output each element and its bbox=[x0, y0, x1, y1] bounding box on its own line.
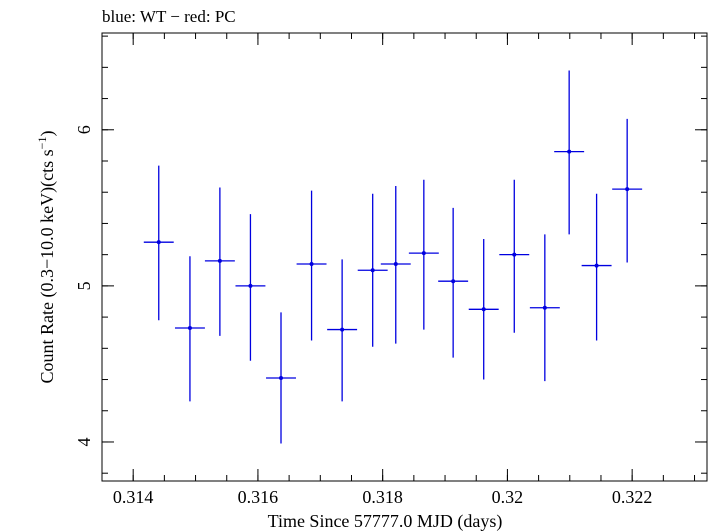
plot-frame bbox=[101, 32, 708, 482]
x-tick-label: 0.314 bbox=[113, 487, 154, 507]
data-point bbox=[370, 268, 375, 273]
data-point bbox=[451, 279, 456, 284]
data-point bbox=[625, 187, 630, 192]
x-tick-label: 0.32 bbox=[492, 487, 524, 507]
data-point bbox=[594, 263, 599, 268]
y-tick-label: 5 bbox=[74, 281, 94, 290]
y-axis-label: Count Rate (0.3−10.0 keV)(cts s−1) bbox=[35, 131, 58, 384]
data-point bbox=[567, 149, 572, 154]
data-point bbox=[340, 327, 345, 332]
plot-area: 0.314 0.316 0.318 0.32 0.322 4 5 6 bbox=[74, 33, 707, 507]
x-tick-label: 0.318 bbox=[362, 487, 403, 507]
data-point bbox=[512, 252, 517, 257]
data-point bbox=[309, 262, 314, 267]
data-point bbox=[279, 375, 284, 380]
data-point bbox=[156, 240, 161, 245]
data-point bbox=[393, 262, 398, 267]
data-point bbox=[187, 326, 192, 331]
chart-title: blue: WT − red: PC bbox=[102, 7, 236, 26]
data-point bbox=[248, 283, 253, 288]
y-axis-label-main: Count Rate (0.3−10.0 keV)(cts s bbox=[37, 149, 58, 383]
data-point bbox=[217, 258, 222, 263]
x-tick-label: 0.316 bbox=[238, 487, 279, 507]
data-point bbox=[542, 305, 547, 310]
y-axis-label-end: ) bbox=[37, 131, 58, 137]
y-tick-label: 6 bbox=[74, 125, 94, 134]
x-tick-label: 0.322 bbox=[612, 487, 653, 507]
y-tick-label: 4 bbox=[74, 437, 94, 446]
data-point bbox=[481, 307, 486, 312]
x-axis-label: Time Since 57777.0 MJD (days) bbox=[268, 511, 503, 532]
y-axis-label-superscript: −1 bbox=[35, 137, 49, 150]
data-point bbox=[421, 251, 426, 256]
